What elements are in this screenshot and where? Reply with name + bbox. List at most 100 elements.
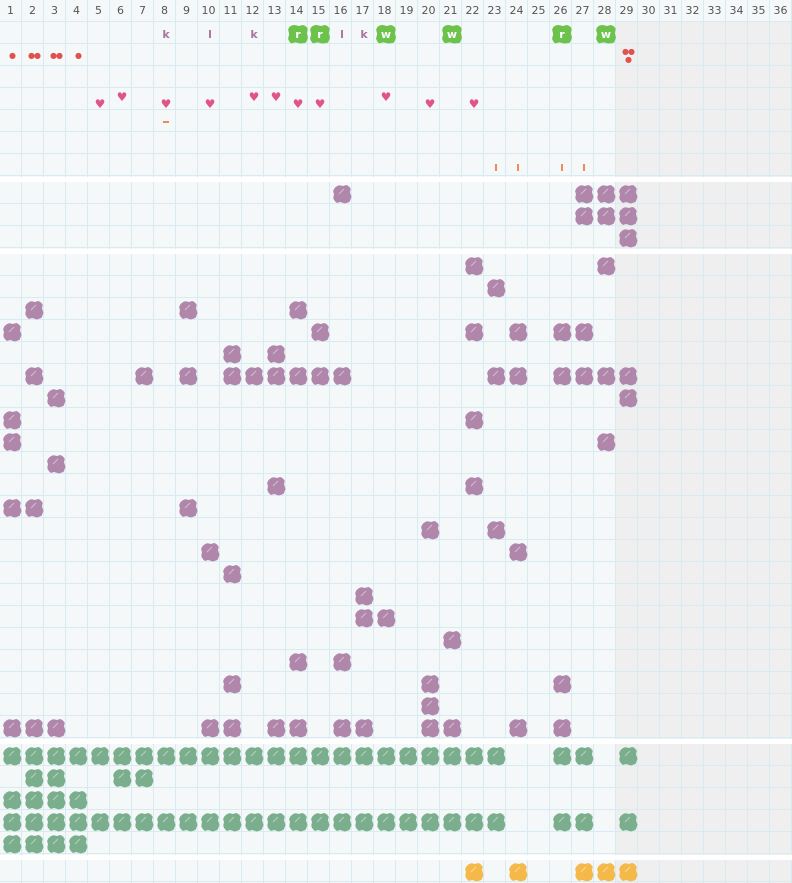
blob-cell[interactable]	[1, 745, 23, 767]
blob-cell[interactable]	[463, 745, 485, 767]
blob-cell[interactable]	[309, 321, 331, 343]
blob-cell[interactable]	[23, 767, 45, 789]
blob-cell[interactable]	[551, 811, 573, 833]
blob-cell[interactable]	[67, 789, 89, 811]
blob-cell[interactable]	[397, 745, 419, 767]
column-header-cell[interactable]: 17	[352, 0, 374, 22]
blob-cell[interactable]	[265, 717, 287, 739]
column-header-cell[interactable]: 23	[484, 0, 506, 22]
blob-cell[interactable]	[111, 745, 133, 767]
blob-cell[interactable]	[287, 299, 309, 321]
blob-cell[interactable]	[463, 409, 485, 431]
blob-cell[interactable]	[551, 673, 573, 695]
blob-cell[interactable]	[45, 833, 67, 855]
blob-cell[interactable]	[617, 227, 639, 249]
blob-cell[interactable]	[133, 745, 155, 767]
drop-cell[interactable]: ●● ●	[617, 45, 639, 67]
blob-cell[interactable]	[507, 321, 529, 343]
blob-cell[interactable]	[617, 745, 639, 767]
blob-cell[interactable]	[287, 365, 309, 387]
blob-cell[interactable]	[485, 365, 507, 387]
blob-cell[interactable]	[617, 205, 639, 227]
blob-cell[interactable]	[353, 607, 375, 629]
column-header-cell[interactable]: 20	[418, 0, 440, 22]
blob-cell[interactable]	[485, 277, 507, 299]
blob-cell[interactable]	[595, 861, 617, 883]
blob-cell[interactable]	[265, 745, 287, 767]
column-header-cell[interactable]: 29	[616, 0, 638, 22]
heart-cell[interactable]: ♥	[155, 89, 177, 111]
blob-cell[interactable]	[23, 745, 45, 767]
blob-cell[interactable]	[1, 717, 23, 739]
blob-cell[interactable]	[67, 833, 89, 855]
blob-cell[interactable]	[67, 745, 89, 767]
blob-cell[interactable]	[331, 651, 353, 673]
blob-cell[interactable]	[1, 789, 23, 811]
blob-cell[interactable]	[133, 811, 155, 833]
blob-cell[interactable]	[221, 811, 243, 833]
blob-cell[interactable]	[375, 607, 397, 629]
blob-cell[interactable]	[265, 365, 287, 387]
blob-cell[interactable]	[375, 745, 397, 767]
column-header-cell[interactable]: 15	[308, 0, 330, 22]
blob-cell[interactable]	[573, 321, 595, 343]
blob-cell[interactable]	[1, 409, 23, 431]
blob-cell[interactable]	[133, 767, 155, 789]
badge-cell[interactable]: r	[551, 23, 573, 45]
drop-cell[interactable]: ●	[1, 45, 23, 67]
bar-cell[interactable]	[507, 155, 529, 177]
blob-cell[interactable]	[573, 205, 595, 227]
blob-cell[interactable]	[353, 585, 375, 607]
column-header-cell[interactable]: 32	[682, 0, 704, 22]
blob-cell[interactable]	[45, 453, 67, 475]
heart-cell[interactable]: ♥	[243, 89, 265, 111]
blob-cell[interactable]	[463, 861, 485, 883]
blob-cell[interactable]	[23, 811, 45, 833]
blob-cell[interactable]	[485, 811, 507, 833]
blob-cell[interactable]	[617, 811, 639, 833]
blob-cell[interactable]	[507, 717, 529, 739]
blob-cell[interactable]	[89, 745, 111, 767]
blob-cell[interactable]	[353, 811, 375, 833]
column-header-cell[interactable]: 8	[154, 0, 176, 22]
blob-cell[interactable]	[177, 365, 199, 387]
blob-cell[interactable]	[573, 811, 595, 833]
blob-cell[interactable]	[243, 365, 265, 387]
letter-cell[interactable]: k	[243, 23, 265, 45]
blob-cell[interactable]	[573, 365, 595, 387]
blob-cell[interactable]	[441, 629, 463, 651]
heart-cell[interactable]: ♥	[463, 89, 485, 111]
heart-cell[interactable]: ♥	[89, 89, 111, 111]
column-header-cell[interactable]: 7	[132, 0, 154, 22]
column-header-cell[interactable]: 18	[374, 0, 396, 22]
blob-cell[interactable]	[45, 717, 67, 739]
heart-cell[interactable]: ♥	[419, 89, 441, 111]
blob-cell[interactable]	[419, 695, 441, 717]
blob-cell[interactable]	[507, 861, 529, 883]
blob-cell[interactable]	[199, 745, 221, 767]
letter-cell[interactable]: l	[331, 23, 353, 45]
blob-cell[interactable]	[419, 519, 441, 541]
column-header-cell[interactable]: 16	[330, 0, 352, 22]
blob-cell[interactable]	[507, 365, 529, 387]
blob-cell[interactable]	[573, 745, 595, 767]
blob-cell[interactable]	[265, 475, 287, 497]
badge-cell[interactable]: w	[441, 23, 463, 45]
blob-cell[interactable]	[45, 387, 67, 409]
drop-cell[interactable]: ●●	[45, 45, 67, 67]
column-header-cell[interactable]: 35	[748, 0, 770, 22]
blob-cell[interactable]	[485, 519, 507, 541]
blob-cell[interactable]	[23, 833, 45, 855]
blob-cell[interactable]	[89, 811, 111, 833]
heart-cell[interactable]: ♥	[199, 89, 221, 111]
badge-cell[interactable]: r	[309, 23, 331, 45]
blob-cell[interactable]	[441, 745, 463, 767]
blob-cell[interactable]	[221, 717, 243, 739]
blob-cell[interactable]	[617, 365, 639, 387]
blob-cell[interactable]	[155, 745, 177, 767]
column-header-cell[interactable]: 28	[594, 0, 616, 22]
blob-cell[interactable]	[617, 861, 639, 883]
blob-cell[interactable]	[419, 673, 441, 695]
column-header-cell[interactable]: 27	[572, 0, 594, 22]
blob-cell[interactable]	[573, 183, 595, 205]
